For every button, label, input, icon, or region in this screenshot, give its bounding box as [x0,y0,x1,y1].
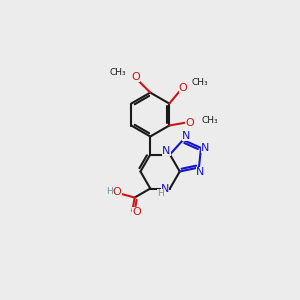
Text: O: O [131,72,140,82]
Text: N: N [196,167,204,177]
Text: N: N [201,143,209,153]
Text: CH₃: CH₃ [201,116,218,125]
Text: CH₃: CH₃ [191,78,208,87]
Text: O: O [185,118,194,128]
Text: N: N [161,184,169,194]
Text: N: N [182,131,190,141]
Text: O: O [179,83,188,93]
Text: H: H [106,187,112,196]
Text: N: N [162,146,171,156]
Text: H: H [157,189,164,198]
Text: CH₃: CH₃ [109,68,126,77]
Text: O: O [113,187,122,196]
Text: O: O [132,207,141,217]
